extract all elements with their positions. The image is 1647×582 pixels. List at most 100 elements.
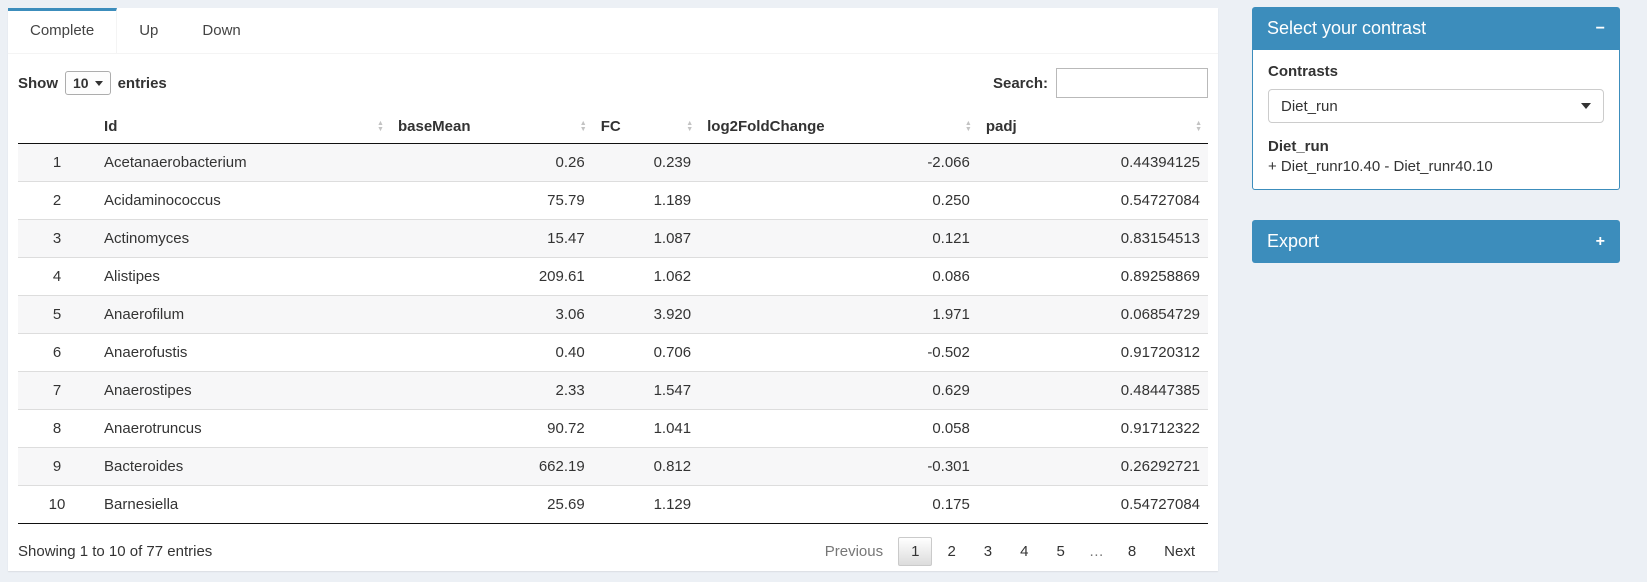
sort-icon: ▲ ▼ [579,119,587,133]
cell-rownum: 7 [18,371,97,410]
page-button-3[interactable]: 3 [983,543,993,560]
tab-up[interactable]: Up [139,22,159,39]
cell-id: Actinomyces [96,219,390,258]
tab-complete[interactable]: Complete [8,8,118,53]
cell-basemean: 75.79 [389,181,593,220]
cell-padj: 0.83154513 [977,219,1208,258]
contrasts-label: Contrasts [1268,63,1339,80]
tab-down[interactable]: Down [202,22,241,39]
export-panel-title: Export [1267,231,1320,251]
cell-log2foldchange: 0.086 [699,257,978,296]
table-row: 7 Anaerostipes 2.33 1.547 0.629 0.48447385 [18,371,1208,410]
contrast-panel-header[interactable]: Select your contrast − [1252,7,1620,50]
cell-id: Alistipes [96,257,390,296]
cell-log2foldchange: 0.058 [699,409,978,448]
show-label: Show [18,74,58,92]
search-input[interactable] [1056,68,1208,98]
cell-rownum: 8 [18,409,97,448]
cell-padj: 0.44394125 [1120,154,1200,171]
cell-log2foldchange: -0.301 [699,447,978,486]
datatable-footer: Showing 1 to 10 of 77 entries Previous 1 2… [18,524,1208,566]
contrast-select[interactable]: Diet_run [1268,89,1604,123]
page-button-5[interactable]: 5 [1056,543,1065,560]
export-panel-header[interactable]: Export + [1252,220,1620,263]
cell-padj: 0.54727084 [977,181,1208,220]
contrast-select-value: Diet_run [1281,97,1338,115]
entries-select[interactable]: 10 [65,71,111,95]
table-row: 1 Acetanaerobacterium 0.26 0.239 -2.066 0.443… [18,143,1208,182]
datatable-controls: Show 10 entries Search: [18,64,1208,110]
entries-length-control: Show 10 entries [18,71,167,95]
tab-bar: Complete Up Down [8,8,1218,54]
contrast-panel: Select your contrast − Contrasts Diet_ru… [1252,7,1620,190]
contrast-description-title: Diet_run [1268,138,1329,155]
contrast-description-formula: + Diet_runr10.40 - Diet_runr40.10 [1268,158,1493,175]
contrast-panel-body: Contrasts Diet_run Diet_run + Diet_runr1… [1252,50,1620,190]
chevron-down-icon [94,80,103,86]
cell-fc: 1.041 [592,409,700,448]
table-header-row: Id ▲ ▼ baseMean ▲ ▼ FC ▲ ▼ log2FoldChange ▲ ▼ padj ▲ ▼ [18,110,1208,144]
cell-rownum: 6 [18,333,97,372]
column-header-log2foldchange[interactable]: log2FoldChange ▲ ▼ [699,110,978,144]
table-row: 9 Bacteroides 662.19 0.812 -0.301 0.26292721 [18,447,1208,486]
contrast-panel-title: Select your contrast [1267,18,1427,38]
cell-padj: 0.89258869 [977,257,1208,296]
table-row: 4 Alistipes 209.61 1.062 0.086 0.89258869 [18,257,1208,296]
results-tab-box: Complete Up Down Show 10 entries Search: I… [8,8,1218,571]
cell-padj: 0.91712322 [977,409,1208,448]
column-header-rownum [18,110,97,144]
table-row: 3 Actinomyces 15.47 1.087 0.121 0.83154513 [18,219,1208,258]
cell-rownum: 5 [18,295,97,334]
cell-log2foldchange: -2.066 [927,154,970,171]
collapse-minus-icon[interactable]: − [1595,19,1605,37]
sort-icon: ▲ ▼ [686,119,694,133]
cell-padj: 0.54727084 [977,485,1208,524]
cell-basemean: 2.33 [389,371,593,410]
cell-padj: 0.06854729 [977,295,1208,334]
cell-rownum: 2 [18,181,97,220]
results-table: Id ▲ ▼ baseMean ▲ ▼ FC ▲ ▼ log2FoldChange ▲ ▼ padj ▲ ▼… [18,110,1208,524]
column-header-padj[interactable]: padj ▲ ▼ [977,110,1208,144]
cell-rownum: 4 [18,257,97,296]
cell-fc: 1.189 [592,181,700,220]
cell-fc: 1.129 [592,485,700,524]
page-button-…: … [1088,543,1104,560]
cell-padj: 0.48447385 [977,371,1208,410]
cell-fc: 0.812 [592,447,700,486]
page-button-1[interactable]: 1 [898,537,933,566]
column-header-fc[interactable]: FC ▲ ▼ [592,110,700,144]
cell-basemean: 15.47 [389,219,593,258]
cell-log2foldchange: -0.502 [699,333,978,372]
cell-id: Bacteroides [96,447,390,486]
cell-log2foldchange: 0.175 [699,485,978,524]
cell-id: Acidaminococcus [96,181,390,220]
cell-basemean: 3.06 [389,295,593,334]
page-button-next[interactable]: Next [1164,543,1195,560]
cell-id: Acetanaerobacterium [104,154,247,171]
cell-fc: 0.239 [653,154,692,171]
collapse-plus-icon[interactable]: + [1595,232,1605,250]
cell-basemean: 662.19 [389,447,593,486]
cell-log2foldchange: 0.629 [699,371,978,410]
table-row: 5 Anaerofilum 3.06 3.920 1.971 0.06854729 [18,295,1208,334]
table-row: 8 Anaerotruncus 90.72 1.041 0.058 0.91712322 [18,409,1208,448]
cell-rownum: 10 [18,485,97,524]
cell-log2foldchange: 1.971 [699,295,978,334]
page-button-8[interactable]: 8 [1127,543,1137,560]
cell-rownum: 1 [52,154,62,171]
column-header-basemean[interactable]: baseMean ▲ ▼ [389,110,593,144]
entries-label: entries [117,74,167,92]
cell-id: Anaerostipes [96,371,390,410]
cell-fc: 0.706 [592,333,700,372]
column-header-id[interactable]: Id ▲ ▼ [96,110,390,144]
cell-rownum: 3 [18,219,97,258]
sort-icon: ▲ ▼ [964,119,972,133]
table-body: 1 Acetanaerobacterium 0.26 0.239 -2.066 0.443… [18,143,1208,524]
page-button-previous: Previous [824,543,884,560]
table-row: 10 Barnesiella 25.69 1.129 0.175 0.54727084 [18,485,1208,524]
cell-id: Anaerofustis [96,333,390,372]
page-button-4[interactable]: 4 [1020,543,1029,560]
page-button-2[interactable]: 2 [947,543,956,560]
pagination: Previous 1 2 3 4 5 … 8 Next [810,537,1208,566]
cell-rownum: 9 [18,447,97,486]
